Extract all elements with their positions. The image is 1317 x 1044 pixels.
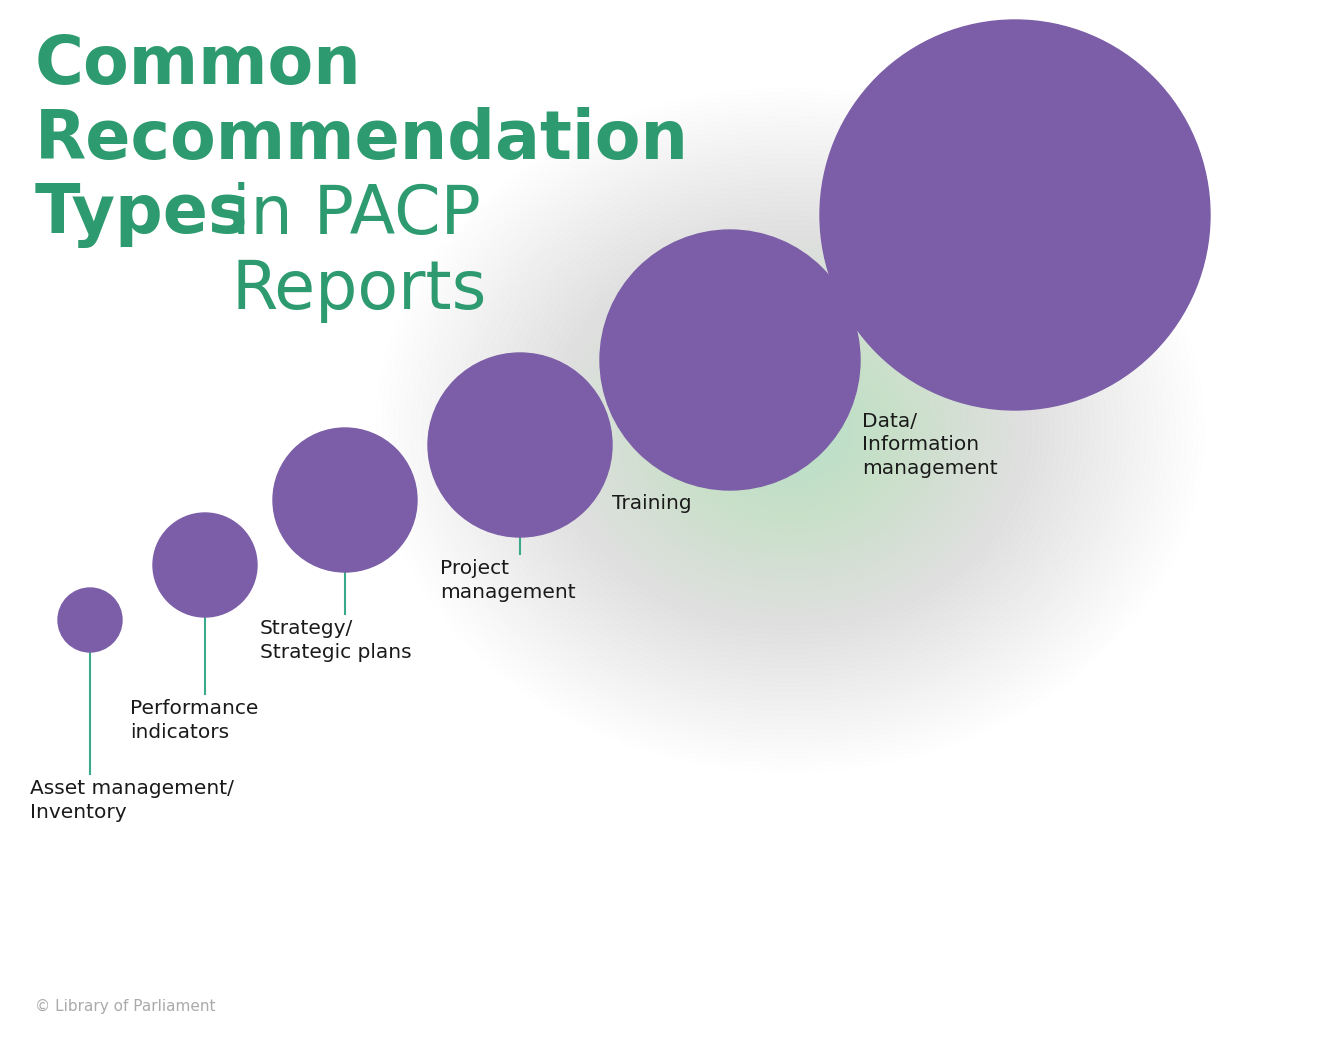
Circle shape <box>153 513 257 617</box>
Circle shape <box>58 588 122 652</box>
Text: Performance
indicators: Performance indicators <box>130 699 258 741</box>
Text: in PACP: in PACP <box>232 182 481 248</box>
Circle shape <box>273 428 417 572</box>
Text: Asset management/
Inventory: Asset management/ Inventory <box>30 779 234 822</box>
Text: © Library of Parliament: © Library of Parliament <box>36 999 216 1014</box>
Text: Project
management: Project management <box>440 559 576 601</box>
Circle shape <box>428 353 612 537</box>
Text: Training: Training <box>612 494 691 513</box>
Text: Reports: Reports <box>232 257 487 323</box>
Circle shape <box>601 230 860 490</box>
Text: Data/
Information
management: Data/ Information management <box>863 412 997 478</box>
Text: Common: Common <box>36 32 362 98</box>
Text: Types: Types <box>36 182 249 248</box>
Circle shape <box>820 20 1210 410</box>
Text: Recommendation: Recommendation <box>36 106 689 173</box>
Text: Strategy/
Strategic plans: Strategy/ Strategic plans <box>259 619 412 662</box>
